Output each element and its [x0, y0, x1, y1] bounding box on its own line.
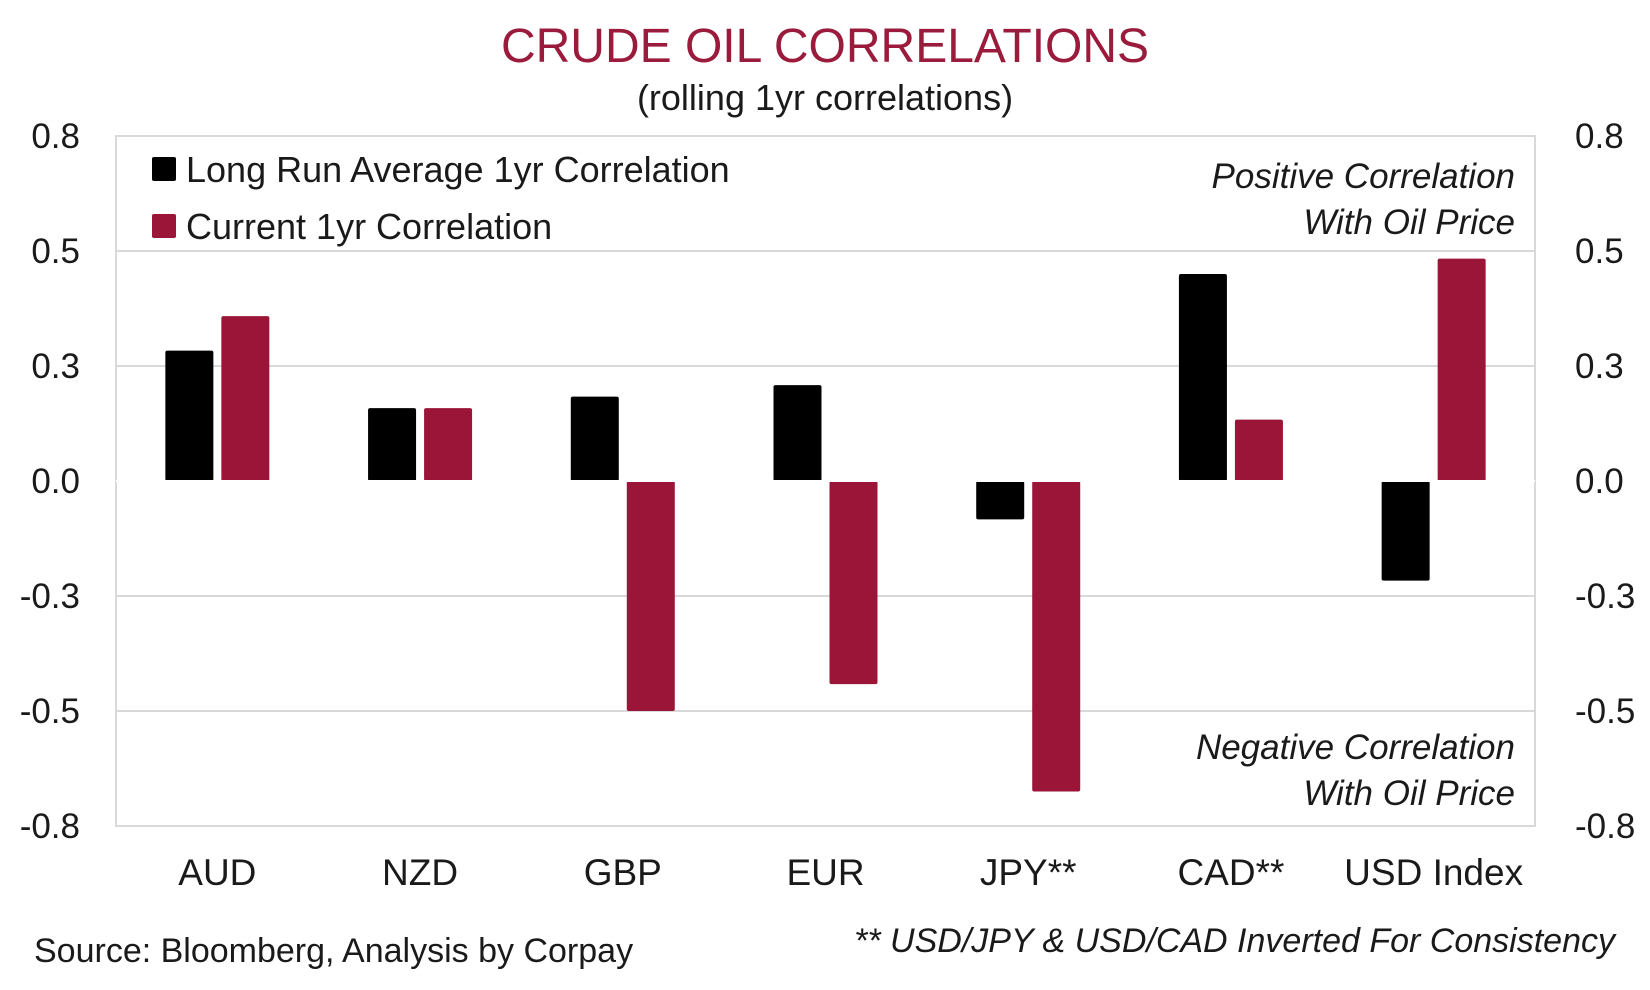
bar-long-run-gbp — [570, 396, 619, 481]
right-y-tick-label: -0.3 — [1575, 577, 1635, 616]
left-y-tick-label: -0.3 — [20, 577, 80, 616]
left-y-tick-label: 0.3 — [31, 347, 80, 386]
annotation-negative: Negative Correlation With Oil Price — [1196, 728, 1515, 813]
left-y-tick-label: 0.0 — [31, 462, 80, 501]
bar-current-nzd — [424, 408, 473, 481]
bar-current-eur — [829, 481, 878, 685]
left-y-tick-label: 0.5 — [31, 232, 80, 271]
bar-long-run-cad — [1178, 274, 1227, 481]
bar-current-aud — [221, 316, 270, 481]
bar-long-run-usdindex — [1381, 481, 1430, 581]
annotation-positive-line1: Positive Correlation — [1212, 157, 1515, 196]
left-y-tick-label: -0.8 — [20, 807, 80, 846]
legend-label-long-run: Long Run Average 1yr Correlation — [186, 149, 730, 190]
inversion-note: ** USD/JPY & USD/CAD Inverted For Consis… — [854, 922, 1617, 960]
left-y-tick-label: -0.5 — [20, 692, 80, 731]
right-y-axis-ticks: 0.8 0.5 0.3 0.0 -0.3 -0.5 -0.8 — [1575, 117, 1635, 846]
bar-long-run-eur — [773, 385, 822, 481]
category-label: USD Index — [1344, 852, 1523, 893]
right-y-tick-label: 0.5 — [1575, 232, 1624, 271]
category-label: AUD — [178, 852, 256, 893]
annotation-negative-line1: Negative Correlation — [1196, 728, 1515, 767]
bar-long-run-jpy — [976, 481, 1025, 520]
category-label: NZD — [382, 852, 458, 893]
bars — [165, 258, 1486, 792]
category-label: GBP — [584, 852, 662, 893]
legend-swatch-long-run — [152, 157, 176, 181]
right-y-tick-label: -0.8 — [1575, 807, 1635, 846]
bar-long-run-nzd — [368, 408, 417, 481]
bar-current-gbp — [626, 481, 675, 711]
chart-title: CRUDE OIL CORRELATIONS — [501, 20, 1149, 73]
category-label: JPY** — [980, 852, 1077, 893]
legend: Long Run Average 1yr Correlation Current… — [152, 149, 730, 247]
bar-long-run-aud — [165, 350, 214, 481]
bar-current-cad — [1234, 419, 1283, 481]
legend-swatch-current — [152, 214, 176, 238]
category-label: EUR — [786, 852, 864, 893]
annotation-positive-line2: With Oil Price — [1303, 203, 1515, 242]
bar-current-usdindex — [1437, 258, 1486, 481]
left-y-axis-ticks: 0.8 0.5 0.3 0.0 -0.3 -0.5 -0.8 — [20, 117, 80, 846]
right-y-tick-label: -0.5 — [1575, 692, 1635, 731]
left-y-tick-label: 0.8 — [31, 117, 80, 156]
source-note: Source: Bloomberg, Analysis by Corpay — [34, 932, 633, 970]
legend-label-current: Current 1yr Correlation — [186, 206, 552, 247]
chart-subtitle: (rolling 1yr correlations) — [637, 77, 1013, 118]
right-y-tick-label: 0.0 — [1575, 462, 1624, 501]
bar-current-jpy — [1032, 481, 1081, 792]
annotation-positive: Positive Correlation With Oil Price — [1212, 157, 1515, 242]
right-y-tick-label: 0.8 — [1575, 117, 1624, 156]
category-labels: AUD NZD GBP EUR JPY** CAD** USD Index — [178, 852, 1523, 893]
right-y-tick-label: 0.3 — [1575, 347, 1624, 386]
category-label: CAD** — [1177, 852, 1284, 893]
annotation-negative-line2: With Oil Price — [1303, 774, 1515, 813]
